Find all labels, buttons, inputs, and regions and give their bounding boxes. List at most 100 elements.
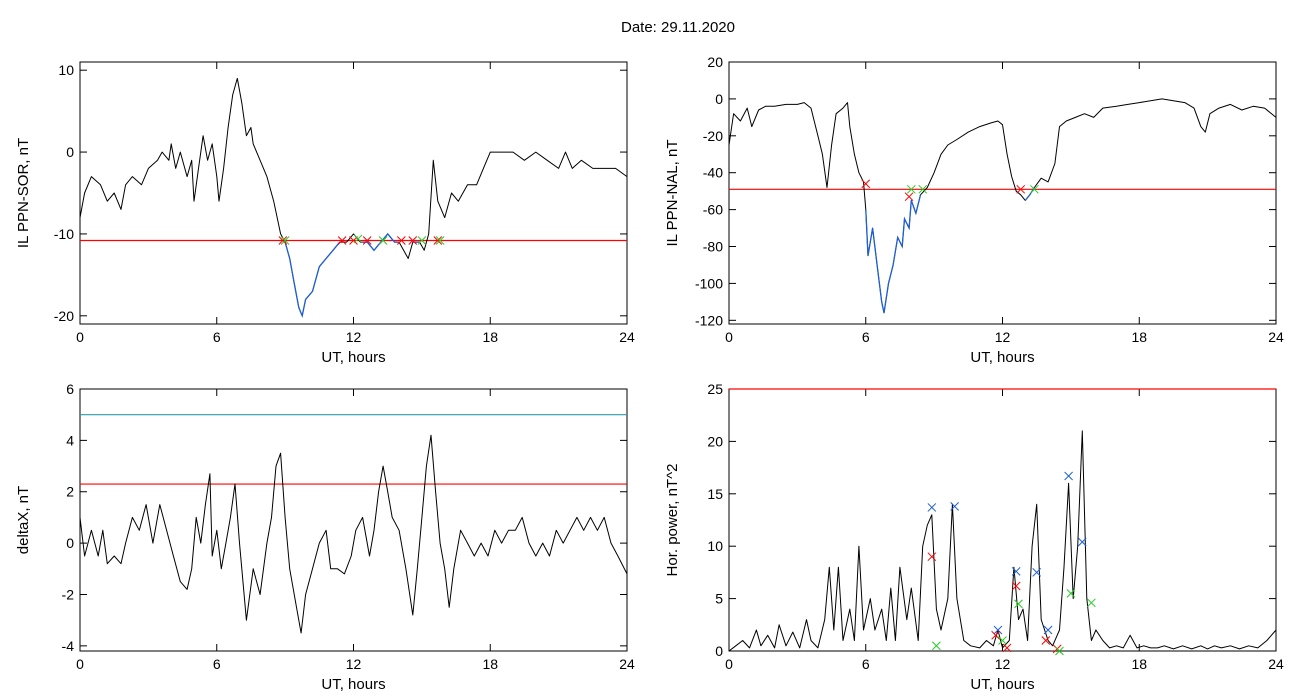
- y-tick-label: 20: [707, 433, 723, 449]
- red-x-marker: [278, 236, 288, 245]
- blue-x-marker: [993, 625, 1003, 635]
- x-axis-label: UT, hours: [321, 349, 385, 366]
- x-tick-label: 12: [995, 329, 1011, 345]
- green-x-marker: [353, 234, 363, 244]
- red-x-marker: [927, 552, 937, 562]
- green-x-marker: [1030, 184, 1039, 194]
- x-tick-label: 0: [725, 656, 733, 672]
- y-tick-label: 0: [715, 643, 723, 659]
- y-tick-label: 4: [66, 432, 74, 448]
- marker-stroke: [1087, 598, 1096, 608]
- red-x-marker: [1041, 636, 1051, 645]
- y-tick-label: -2: [62, 586, 75, 602]
- x-tick-label: 12: [346, 656, 362, 672]
- blue-x-marker: [1043, 625, 1053, 635]
- marker-stroke: [1002, 643, 1012, 653]
- y-tick-label: 10: [707, 538, 723, 554]
- green-x-marker: [1055, 646, 1064, 656]
- plot-frame: [728, 388, 1277, 652]
- y-tick-label: 20: [707, 54, 723, 70]
- x-tick-label: 0: [76, 656, 84, 672]
- red-x-marker: [1002, 643, 1012, 653]
- marker-stroke: [932, 641, 941, 651]
- marker-stroke: [337, 236, 347, 245]
- marker-stroke: [1032, 568, 1042, 577]
- marker-stroke: [1041, 636, 1051, 645]
- marker-stroke: [1064, 471, 1073, 481]
- power-panel: 0 6 12 18 24 0 5 10 15 20 25 UT, hours Hor. power, n…: [664, 381, 1284, 693]
- marker-stroke: [1030, 184, 1039, 194]
- marker-stroke: [904, 192, 914, 202]
- y-tick-label: -80: [703, 239, 723, 255]
- x-tick-label: 0: [725, 329, 733, 345]
- marker-stroke: [998, 636, 1007, 645]
- marker-stroke: [433, 236, 443, 245]
- y-tick-label: 0: [715, 91, 723, 107]
- blue-x-marker: [1077, 537, 1087, 547]
- blue-x-marker: [1032, 568, 1042, 577]
- blue-x-marker: [927, 503, 937, 512]
- blue-x-marker: [950, 502, 959, 511]
- green-x-marker: [998, 636, 1007, 645]
- red-x-marker: [433, 236, 443, 245]
- x-tick-label: 18: [482, 329, 498, 345]
- red-x-marker: [904, 192, 914, 202]
- marker-stroke: [927, 503, 937, 512]
- marker-stroke: [1077, 537, 1087, 547]
- x-tick-label: 24: [619, 656, 635, 672]
- red-x-marker: [397, 236, 406, 245]
- marker-stroke: [435, 236, 445, 245]
- y-tick-label: 10: [58, 62, 74, 78]
- marker-stroke: [349, 236, 358, 245]
- nal-panel: 0 6 12 18 24 -120 -100 -80 -60 -40 -20 0 20 UT, hours…: [664, 54, 1284, 366]
- y-axis-label: IL PPN-NAL, nT: [664, 140, 681, 247]
- blue-x-marker: [1064, 471, 1073, 481]
- y-tick-label: -10: [54, 226, 74, 242]
- sor-panel: 0 6 12 18 24 -20 -10 0 10 UT, hours IL PPN-SOR, nT: [15, 61, 635, 366]
- highlighted-segment: [284, 241, 341, 318]
- x-axis-label: UT, hours: [321, 676, 385, 693]
- x-tick-label: 6: [213, 329, 221, 345]
- green-x-marker: [1066, 589, 1076, 598]
- y-tick-label: 2: [66, 484, 74, 500]
- plot-frame: [728, 61, 1277, 325]
- x-tick-label: 6: [862, 329, 870, 345]
- red-x-marker: [362, 236, 372, 245]
- blue-x-marker: [1011, 566, 1021, 576]
- highlighted-segment: [1024, 187, 1035, 201]
- highlighted-segment: [360, 232, 400, 252]
- y-tick-label: 0: [66, 144, 74, 160]
- series-line: [79, 434, 628, 634]
- green-x-marker: [906, 184, 916, 194]
- y-tick-label: -20: [54, 308, 74, 324]
- marker-stroke: [993, 625, 1003, 635]
- y-tick-label: -120: [695, 312, 723, 328]
- y-tick-label: 15: [707, 486, 723, 502]
- x-axis-label: UT, hours: [970, 676, 1034, 693]
- y-tick-label: -60: [703, 202, 723, 218]
- series-line: [728, 98, 1277, 314]
- x-tick-label: 18: [1131, 656, 1147, 672]
- y-tick-label: -40: [703, 165, 723, 181]
- x-tick-label: 24: [1268, 656, 1284, 672]
- y-tick-label: -4: [62, 638, 75, 654]
- y-axis-label: IL PPN-SOR, nT: [15, 138, 32, 248]
- red-x-marker: [1011, 581, 1021, 591]
- y-tick-label: 25: [707, 381, 723, 397]
- y-tick-label: -20: [703, 128, 723, 144]
- y-tick-label: -100: [695, 275, 723, 291]
- green-x-marker: [378, 236, 388, 245]
- y-tick-label: 5: [715, 591, 723, 607]
- marker-stroke: [362, 236, 372, 245]
- x-tick-label: 6: [862, 656, 870, 672]
- marker-stroke: [1011, 566, 1021, 576]
- marker-stroke: [906, 184, 916, 194]
- date-title: Date: 29.11.2020: [621, 19, 735, 36]
- marker-stroke: [918, 184, 928, 194]
- plot-frame: [79, 388, 628, 652]
- green-x-marker: [435, 236, 445, 245]
- red-x-marker: [861, 179, 871, 189]
- red-x-marker: [991, 630, 1001, 640]
